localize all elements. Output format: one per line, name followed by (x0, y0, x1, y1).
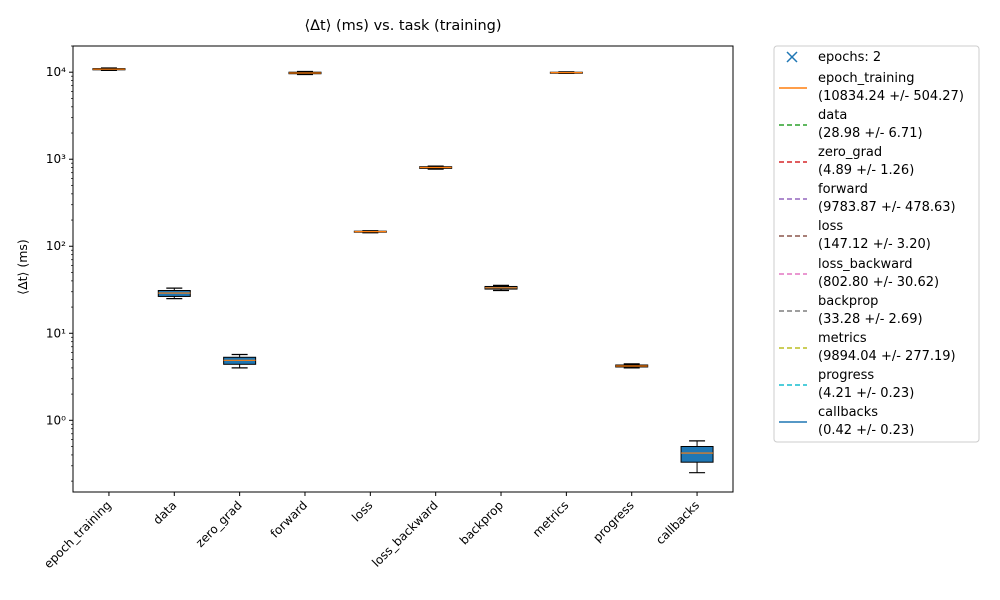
x-tick-label: forward (268, 498, 310, 540)
legend-value: (33.28 +/- 2.69) (818, 312, 923, 327)
legend-label: loss_backward (818, 257, 912, 272)
legend-entry: loss_backward (802.80 +/- 30.62) (779, 257, 939, 290)
legend-value: (4.89 +/- 1.26) (818, 163, 914, 178)
x-tick-label: loss (349, 498, 375, 524)
legend-x-marker (786, 51, 798, 63)
legend-entry: loss (147.12 +/- 3.20) (779, 219, 931, 252)
legend: epochs: 2 epoch_training (10834.24 +/- 504… (773, 45, 980, 443)
x-tick-label: data (150, 498, 179, 527)
x-tick-label: zero_grad (193, 498, 245, 550)
legend-label: forward (818, 182, 868, 197)
y-tick-label: 10⁰ (46, 413, 66, 427)
box-body (680, 445, 714, 463)
x-tick-label: epoch_training (41, 498, 114, 571)
box-progress (615, 363, 649, 369)
y-axis-label: ⟨Δt⟩ (ms) (15, 239, 30, 295)
legend-value: (802.80 +/- 30.62) (818, 275, 939, 290)
legend-entry: zero_grad (4.89 +/- 1.26) (779, 145, 914, 178)
y-tick-label: 10¹ (46, 326, 66, 340)
legend-entry: epochs: 2 (786, 50, 881, 65)
box-epoch_training (92, 67, 126, 71)
box-backprop (484, 284, 518, 292)
x-tick-label: loss_backward (369, 498, 441, 570)
legend-value: (4.21 +/- 0.23) (818, 386, 914, 401)
chart-title: ⟨Δt⟩ (ms) vs. task (training) (304, 18, 501, 34)
legend-entry: progress (4.21 +/- 0.23) (779, 368, 914, 401)
box-forward (288, 70, 322, 76)
legend-entry: epoch_training (10834.24 +/- 504.27) (779, 71, 964, 104)
box-data (157, 287, 191, 300)
legend-value: (9894.04 +/- 277.19) (818, 349, 956, 364)
y-tick-label: 10³ (46, 152, 66, 166)
box-metrics (549, 71, 583, 74)
x-tick-label: backprop (457, 498, 506, 547)
legend-value: (147.12 +/- 3.20) (818, 237, 931, 252)
axes-frame (72, 45, 734, 493)
legend-entry: data (28.98 +/- 6.71) (779, 108, 923, 141)
legend-entry: callbacks (0.42 +/- 0.23) (779, 405, 914, 438)
y-tick-label: 10² (46, 239, 66, 253)
legend-value: (10834.24 +/- 504.27) (818, 89, 964, 104)
legend-label: loss (818, 219, 843, 234)
legend-label: epoch_training (818, 71, 914, 86)
x-tick-label: callbacks (653, 498, 702, 547)
legend-value: (0.42 +/- 0.23) (818, 423, 914, 438)
box-loss (353, 230, 387, 234)
legend-label: metrics (818, 331, 867, 346)
legend-label: progress (818, 368, 874, 383)
plot-area: 10⁰ 10¹ 10² 10³ 10⁴ epoch_training data zero_gr… (41, 45, 734, 571)
legend-label: callbacks (818, 405, 878, 420)
legend-entry: backprop (33.28 +/- 2.69) (779, 294, 923, 327)
legend-label: backprop (818, 294, 878, 309)
legend-value: (28.98 +/- 6.71) (818, 126, 923, 141)
box-zero_grad (223, 353, 257, 369)
box-callbacks (680, 440, 714, 474)
legend-value: (9783.87 +/- 478.63) (818, 200, 956, 215)
x-tick-label: progress (590, 498, 637, 545)
y-tick-label: 10⁴ (46, 65, 66, 79)
legend-label: data (818, 108, 847, 123)
legend-label: epochs: 2 (818, 50, 881, 65)
legend-frame (773, 45, 980, 443)
legend-entry: metrics (9894.04 +/- 277.19) (779, 331, 956, 364)
x-tick-label: metrics (530, 498, 572, 540)
box-loss_backward (419, 165, 453, 170)
legend-label: zero_grad (818, 145, 882, 160)
legend-entry: forward (9783.87 +/- 478.63) (779, 182, 956, 215)
